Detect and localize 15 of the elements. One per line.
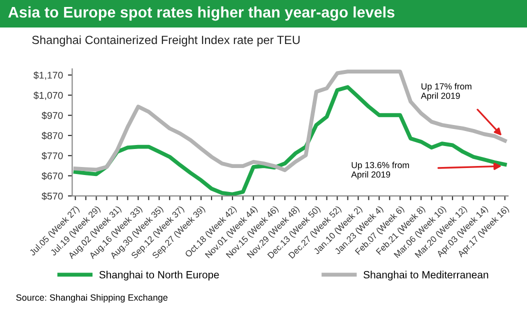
- chart-title: Asia to Europe spot rates higher than year-ago levels: [8, 6, 394, 21]
- y-tick-label: $1,070: [34, 92, 63, 100]
- line-series: [73, 70, 507, 172]
- annotation: Up 17% from April 2019: [420, 83, 472, 101]
- y-tick-label: $770: [42, 152, 63, 160]
- y-tick-label: $570: [42, 192, 63, 200]
- source-note: Source: Shanghai Shipping Exchange: [16, 294, 168, 303]
- y-tick-label: $970: [42, 112, 63, 120]
- legend-label: Shanghai to Mediterranean: [364, 270, 488, 280]
- legend-label: Shanghai to North Europe: [99, 270, 219, 280]
- y-tick-label: $1,170: [34, 71, 63, 80]
- annotation: Up 13.6% from April 2019: [351, 162, 409, 180]
- y-tick-label: $870: [42, 132, 63, 140]
- chart-subtitle: Shanghai Containerized Freight Index rate per TEU: [32, 35, 300, 46]
- y-tick-label: $670: [42, 172, 63, 180]
